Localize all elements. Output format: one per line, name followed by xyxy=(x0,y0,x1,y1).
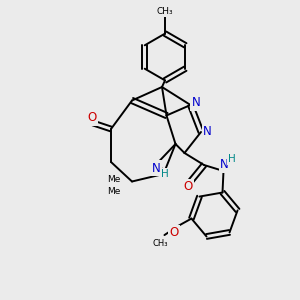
Text: CH₃: CH₃ xyxy=(153,239,168,248)
Text: N: N xyxy=(152,161,160,175)
Text: N: N xyxy=(203,125,212,138)
Text: N: N xyxy=(220,158,229,172)
Text: N: N xyxy=(191,96,200,109)
Text: O: O xyxy=(87,111,96,124)
Text: Me: Me xyxy=(107,175,120,184)
Text: H: H xyxy=(228,154,236,164)
Text: CH₃: CH₃ xyxy=(157,7,173,16)
Text: Me: Me xyxy=(107,188,120,196)
Text: H: H xyxy=(161,169,169,179)
Text: O: O xyxy=(183,180,192,194)
Text: O: O xyxy=(170,226,179,239)
